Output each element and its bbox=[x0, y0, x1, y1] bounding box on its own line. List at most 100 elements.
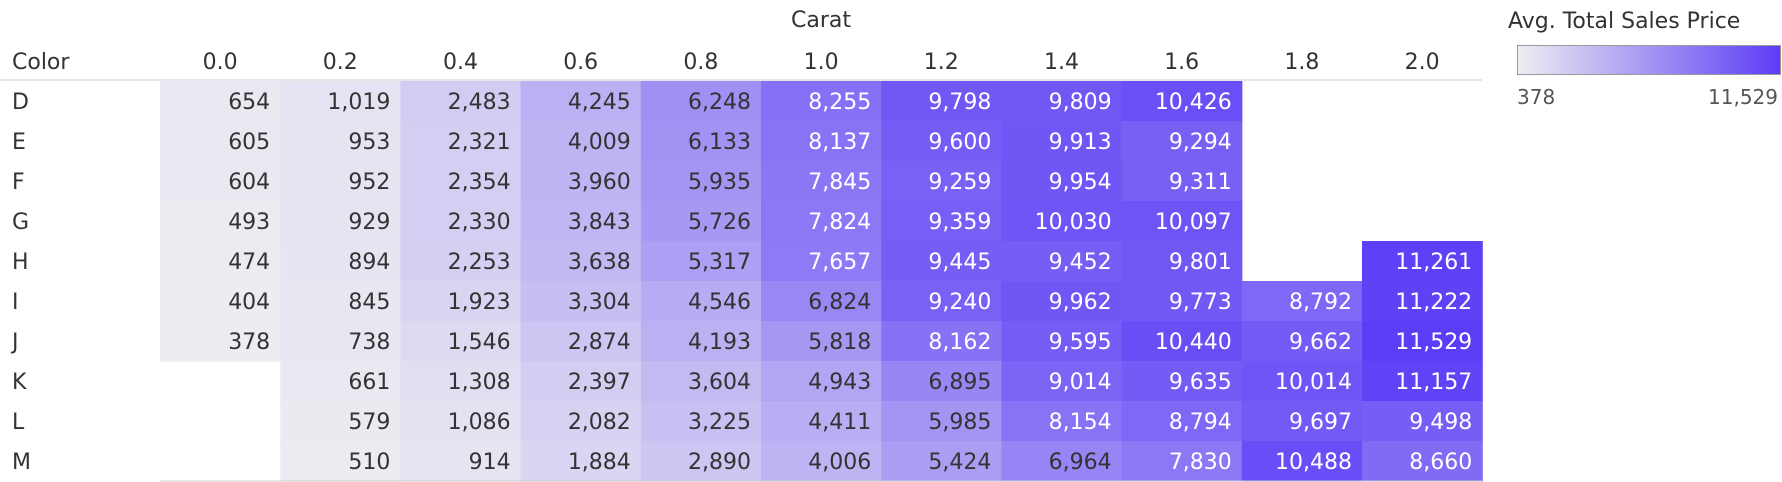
cell-value-label: 914 bbox=[469, 450, 511, 475]
heatmap-cell bbox=[881, 281, 1002, 322]
heatmap-cell bbox=[400, 281, 522, 322]
cell-value-label: 605 bbox=[228, 130, 270, 155]
column-header: 1.4 bbox=[1044, 50, 1079, 75]
heatmap-cell bbox=[520, 281, 642, 322]
cell-value-label: 9,359 bbox=[928, 210, 991, 235]
row-label: I bbox=[12, 290, 19, 315]
cell-value-label: 4,193 bbox=[688, 330, 751, 355]
cell-value-label: 9,635 bbox=[1169, 370, 1232, 395]
heatmap-cell bbox=[761, 281, 882, 322]
cell-value-label: 9,452 bbox=[1049, 250, 1112, 275]
heatmap-chart: Carat Color 0.0 0.2 0.4 0.6 0.8 1.0 1.2 1.4 1.6 1… bbox=[0, 8, 1483, 482]
heatmap-cell bbox=[1001, 321, 1123, 362]
x-axis-title: Carat bbox=[791, 8, 851, 33]
cell-value-label: 8,792 bbox=[1289, 290, 1352, 315]
cell-value-label: 9,913 bbox=[1049, 130, 1112, 155]
cell-value-label: 5,985 bbox=[928, 410, 991, 435]
heatmap-cell bbox=[1362, 321, 1483, 362]
heatmap-cell bbox=[1121, 401, 1243, 442]
cell-value-label: 9,445 bbox=[928, 250, 991, 275]
heatmap-cell bbox=[1241, 441, 1363, 482]
heatmap-cell bbox=[280, 281, 401, 322]
heatmap-cells: 654 1,019 2,483 4,245 6,248 8,255 9,798 9,809 10… bbox=[160, 81, 1483, 482]
heatmap-cell bbox=[400, 441, 522, 482]
heatmap-cell bbox=[881, 201, 1002, 242]
legend-max-label: 11,529 bbox=[1708, 85, 1778, 109]
cell-value-label: 9,294 bbox=[1169, 130, 1232, 155]
cell-value-label: 952 bbox=[348, 170, 390, 195]
heatmap-cell bbox=[160, 281, 281, 322]
cell-value-label: 9,595 bbox=[1049, 330, 1112, 355]
heatmap-cell bbox=[640, 121, 762, 162]
cell-value-label: 6,824 bbox=[808, 290, 871, 315]
cell-value-label: 9,240 bbox=[928, 290, 991, 315]
cell-value-label: 3,304 bbox=[568, 290, 631, 315]
cell-value-label: 9,962 bbox=[1049, 290, 1112, 315]
cell-value-label: 845 bbox=[348, 290, 390, 315]
heatmap-cell bbox=[520, 121, 642, 162]
cell-value-label: 953 bbox=[348, 130, 390, 155]
heatmap-cell bbox=[761, 361, 882, 402]
cell-value-label: 738 bbox=[348, 330, 390, 355]
cell-value-label: 8,154 bbox=[1049, 410, 1112, 435]
cell-value-label: 2,082 bbox=[568, 410, 631, 435]
heatmap-cell bbox=[1001, 281, 1123, 322]
cell-value-label: 6,133 bbox=[688, 130, 751, 155]
heatmap-cell bbox=[640, 321, 762, 362]
row-label: G bbox=[12, 210, 29, 235]
cell-value-label: 2,890 bbox=[688, 450, 751, 475]
cell-value-label: 8,162 bbox=[928, 330, 991, 355]
cell-value-label: 9,600 bbox=[928, 130, 991, 155]
heatmap-cell bbox=[881, 81, 1002, 122]
heatmap-cell bbox=[520, 321, 642, 362]
cell-value-label: 654 bbox=[228, 90, 270, 115]
heatmap-cell bbox=[881, 121, 1002, 162]
column-header: 0.2 bbox=[323, 50, 358, 75]
heatmap-cell bbox=[520, 81, 642, 122]
heatmap-cell bbox=[280, 121, 401, 162]
cell-value-label: 10,014 bbox=[1275, 370, 1352, 395]
cell-value-label: 3,604 bbox=[688, 370, 751, 395]
cell-value-label: 5,424 bbox=[928, 450, 991, 475]
heatmap-cell bbox=[881, 401, 1002, 442]
cell-value-label: 9,498 bbox=[1409, 410, 1472, 435]
cell-value-label: 404 bbox=[228, 290, 270, 315]
cell-value-label: 10,030 bbox=[1035, 210, 1112, 235]
heatmap-cell bbox=[1362, 241, 1483, 282]
cell-value-label: 579 bbox=[348, 410, 390, 435]
row-label: H bbox=[12, 250, 29, 275]
heatmap-cell bbox=[881, 161, 1002, 202]
cell-value-label: 5,317 bbox=[688, 250, 751, 275]
heatmap-cell bbox=[400, 361, 522, 402]
cell-value-label: 7,657 bbox=[808, 250, 871, 275]
heatmap-cell bbox=[1001, 401, 1123, 442]
heatmap-cell bbox=[400, 321, 522, 362]
heatmap-cell bbox=[1121, 321, 1243, 362]
heatmap-cell bbox=[400, 201, 522, 242]
cell-value-label: 5,935 bbox=[688, 170, 751, 195]
cell-value-label: 9,801 bbox=[1169, 250, 1232, 275]
heatmap-cell bbox=[761, 161, 882, 202]
cell-value-label: 10,097 bbox=[1155, 210, 1232, 235]
heatmap-cell bbox=[761, 121, 882, 162]
heatmap-cell bbox=[280, 161, 401, 202]
heatmap-cell bbox=[761, 401, 882, 442]
cell-value-label: 10,426 bbox=[1155, 90, 1232, 115]
heatmap-cell bbox=[761, 201, 882, 242]
heatmap-cell bbox=[881, 361, 1002, 402]
cell-value-label: 4,411 bbox=[808, 410, 871, 435]
heatmap-cell bbox=[280, 401, 401, 442]
heatmap-cell bbox=[640, 241, 762, 282]
heatmap-cell bbox=[640, 161, 762, 202]
cell-value-label: 4,943 bbox=[808, 370, 871, 395]
heatmap-cell bbox=[1121, 441, 1243, 482]
heatmap-cell bbox=[1121, 201, 1243, 242]
row-label: J bbox=[10, 330, 19, 355]
cell-value-label: 2,483 bbox=[448, 90, 511, 115]
cell-value-label: 929 bbox=[348, 210, 390, 235]
y-axis-title: Color bbox=[12, 50, 70, 75]
cell-value-label: 894 bbox=[348, 250, 390, 275]
heatmap-cell bbox=[1001, 201, 1123, 242]
heatmap-cell bbox=[640, 401, 762, 442]
heatmap-cell bbox=[280, 361, 401, 402]
